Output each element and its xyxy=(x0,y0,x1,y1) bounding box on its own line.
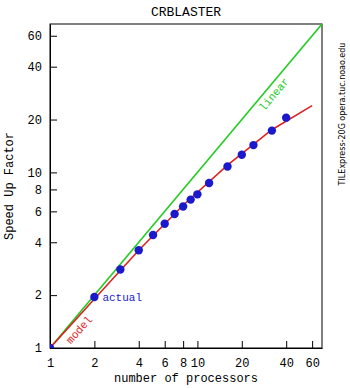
y-tick-mark xyxy=(50,189,57,190)
data-point xyxy=(238,151,246,159)
y-tick-mark xyxy=(50,67,57,68)
y-axis: 1 2 4 6 8 10 20 40 60 xyxy=(28,25,57,357)
y-tick-mark xyxy=(50,172,57,173)
plot-area xyxy=(50,24,322,348)
x-tick: 4 xyxy=(136,341,143,371)
y-tick: 60 xyxy=(28,30,57,44)
series-label: model xyxy=(64,314,95,347)
x-tick-label: 8 xyxy=(180,357,187,371)
data-point xyxy=(205,179,213,187)
x-tick: 20 xyxy=(235,341,249,371)
plot-frame xyxy=(50,24,322,348)
y-tick-mark xyxy=(50,242,57,243)
y-axis-title: Speed Up Factor xyxy=(3,132,17,240)
series-label: actual xyxy=(102,292,142,304)
x-tick: 10 xyxy=(191,341,205,371)
x-tick-mark xyxy=(242,341,243,348)
y-tick-label: 6 xyxy=(35,206,42,220)
y-tick-mark xyxy=(50,348,57,349)
x-tick-label: 6 xyxy=(162,357,169,371)
x-axis: 1 2 4 68 10 20 40 60 xyxy=(47,341,323,371)
y-tick-label: 10 xyxy=(28,167,42,181)
y-tick-mark xyxy=(50,120,57,121)
x-tick-label: 60 xyxy=(305,357,319,371)
y-axis-line xyxy=(50,25,51,349)
annotation: TILExpress-20G opera.tuc.noao.edu xyxy=(338,43,347,187)
y-tick-mark xyxy=(50,211,57,212)
y-tick: 20 xyxy=(28,114,57,128)
data-point xyxy=(170,210,178,218)
y-tick: 4 xyxy=(35,237,57,251)
x-tick-mark xyxy=(197,341,198,348)
x-tick-label: 4 xyxy=(136,357,143,371)
data-point xyxy=(179,202,187,210)
y-tick: 8 xyxy=(35,184,57,198)
x-tick-mark xyxy=(312,341,313,348)
y-tick-mark xyxy=(50,295,57,296)
data-point xyxy=(90,293,98,301)
series-label: linear xyxy=(257,76,292,114)
y-tick: 2 xyxy=(35,289,57,303)
x-tick: 40 xyxy=(279,341,293,371)
x-tick: 2 xyxy=(91,341,98,371)
y-tick-label: 1 xyxy=(35,342,42,356)
x-tick-mark xyxy=(139,341,140,348)
series-line xyxy=(50,106,312,348)
data-point xyxy=(186,195,194,203)
data-point xyxy=(282,113,290,121)
x-axis-line xyxy=(51,348,323,349)
data-point xyxy=(135,246,143,254)
y-tick-label: 40 xyxy=(28,61,42,75)
y-tick: 40 xyxy=(28,61,57,75)
title: CRBLASTER xyxy=(151,5,221,20)
y-tick-label: 2 xyxy=(35,289,42,303)
y-tick-mark xyxy=(50,36,57,37)
data-point xyxy=(149,231,157,239)
y-tick-label: 20 xyxy=(28,114,42,128)
y-tick-label: 4 xyxy=(35,237,42,251)
x-tick-label: 20 xyxy=(235,357,249,371)
x-tick-label: 2 xyxy=(91,357,98,371)
series-labels: linear model actual xyxy=(64,76,292,347)
y-tick: 6 xyxy=(35,206,57,220)
series-line xyxy=(50,24,322,348)
data-point xyxy=(268,126,276,134)
x-tick-mark xyxy=(165,341,166,348)
data-point xyxy=(50,344,54,348)
data-point xyxy=(193,190,201,198)
x-tick: 8 xyxy=(180,341,187,371)
x-tick: 60 xyxy=(305,341,319,371)
x-axis-title: number of processors xyxy=(114,372,258,386)
y-tick: 10 xyxy=(28,167,57,181)
x-tick: 6 xyxy=(162,341,169,371)
y-tick-label: 8 xyxy=(35,184,42,198)
x-tick-label: 1 xyxy=(47,357,54,371)
x-tick-mark xyxy=(183,341,184,348)
chart: 12468102040601246810204060CRBLASTERnumbe… xyxy=(0,0,350,388)
x-tick-mark xyxy=(286,341,287,348)
data-point xyxy=(161,220,169,228)
x-tick-mark xyxy=(94,341,95,348)
x-tick-label: 40 xyxy=(279,357,293,371)
data-point xyxy=(223,162,231,170)
data-point xyxy=(116,265,124,273)
data-point xyxy=(249,141,257,149)
x-tick-label: 10 xyxy=(191,357,205,371)
y-tick-label: 60 xyxy=(28,30,42,44)
